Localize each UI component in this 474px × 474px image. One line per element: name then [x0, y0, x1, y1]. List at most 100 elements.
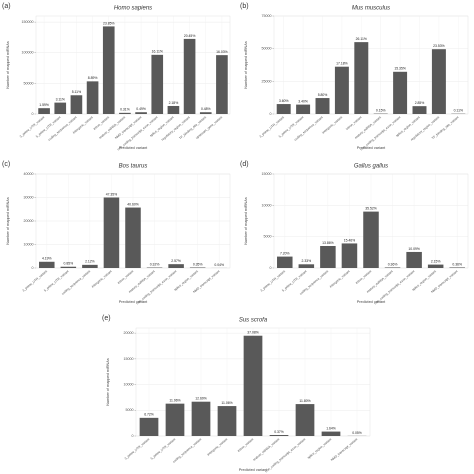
bar: [384, 267, 401, 268]
bar-annotation: 15.35%: [394, 67, 406, 71]
y-tick-label: 0: [32, 112, 34, 116]
bar-annotation: 0.49%: [136, 107, 146, 111]
bar-annotation: 0.85%: [64, 262, 74, 266]
panel-label: (a): [2, 3, 11, 10]
bar-annotation: 2.57%: [171, 259, 181, 263]
bar-annotation: 11.80%: [299, 399, 310, 403]
y-tick-label: 150000: [22, 20, 34, 24]
bar: [102, 26, 115, 115]
y-axis-label: Number of mapped miRNAs: [6, 41, 10, 89]
panel-title: Homo sapiens: [114, 6, 152, 12]
bar-annotation: 10.09%: [408, 247, 420, 251]
y-axis-label: Number of mapped miRNAs: [106, 358, 110, 406]
bar-annotation: 3.11%: [56, 97, 65, 101]
bar-annotation: 23.53%: [433, 44, 445, 48]
x-tick-label: intron_variant: [237, 437, 254, 453]
x-axis-label: Predicted variant: [239, 468, 268, 472]
bar-annotation: 13.86%: [322, 241, 334, 245]
bar-annotation: 11.96%: [169, 399, 180, 403]
y-tick-label: 5000: [264, 235, 272, 239]
y-tick-label: 10000: [124, 383, 134, 387]
bar: [298, 264, 315, 268]
bar-annotation: 0.35%: [193, 262, 203, 266]
bar: [165, 403, 185, 436]
bar-annotation: 3.40%: [298, 99, 308, 103]
panel-label: (e): [102, 315, 111, 322]
x-tick-label: intron_variant: [355, 269, 372, 285]
x-tick-label: intergenic_variant: [321, 115, 343, 134]
bar-annotation: 47.35%: [106, 192, 118, 196]
x-tick-label: intergenic_variant: [91, 269, 113, 288]
y-axis-label: Number of mapped miRNAs: [6, 197, 10, 245]
bar: [449, 267, 465, 268]
bar-annotation: 37.08%: [247, 331, 259, 335]
panel-title: Mus musculus: [352, 6, 390, 12]
y-axis-label: Number of mapped miRNAs: [244, 197, 248, 245]
panel-title: Bos taurus: [119, 164, 148, 170]
panel-title: Gallus gallus: [354, 164, 388, 170]
y-tick-label: 20000: [124, 331, 134, 335]
bar: [217, 406, 237, 436]
bar-annotation: 0.48%: [201, 107, 211, 111]
bar: [183, 38, 196, 114]
bar-annotation: 3.60%: [279, 99, 289, 103]
x-tick-label: NMD_transcript_variant: [330, 437, 358, 462]
panel: (d) Gallus gallus0500010000150007.20%3_pr…: [240, 161, 469, 305]
bar: [119, 112, 131, 114]
x-tick-label: splice_region_variant: [307, 437, 333, 460]
bar-annotation: 23.85%: [103, 21, 115, 25]
panel-label: (c): [2, 161, 10, 168]
bar: [269, 434, 289, 436]
bar: [54, 102, 67, 114]
bar-annotation: 0.31%: [120, 108, 130, 112]
x-tick-label: intron_variant: [345, 115, 362, 131]
panel-label: (b): [240, 3, 249, 10]
bar: [139, 417, 159, 436]
bar: [189, 267, 206, 268]
bar-annotation: 2.15%: [431, 259, 441, 263]
y-tick-label: 0: [270, 266, 272, 270]
bar: [296, 104, 311, 114]
bar: [295, 404, 315, 436]
bar-annotation: 6.72%: [144, 413, 154, 417]
bar-annotation: 15.46%: [344, 238, 356, 242]
y-tick-label: 20000: [24, 219, 34, 223]
y-tick-label: 5000: [126, 408, 134, 412]
x-tick-label: intron_variant: [117, 269, 134, 285]
bar: [277, 256, 293, 268]
bar-annotation: 0.36%: [452, 262, 462, 266]
y-tick-label: 50000: [262, 47, 272, 51]
bar: [70, 95, 83, 114]
bar-annotation: 26.11%: [356, 37, 367, 41]
bar-annotation: 0.04%: [214, 263, 224, 267]
x-axis-label: Predicted variant: [357, 146, 386, 150]
bar-annotation: 0.37%: [274, 430, 284, 434]
bar: [393, 71, 408, 114]
bar: [243, 335, 263, 436]
bar: [39, 261, 55, 268]
bar: [321, 431, 341, 436]
x-tick-label: intergenic_variant: [329, 269, 351, 288]
bar: [406, 251, 422, 268]
x-tick-label: mature_miRNA_variant: [252, 437, 280, 461]
bar-annotation: 35.52%: [365, 206, 377, 210]
x-tick-label: intergenic_variant: [206, 437, 228, 456]
bar-annotation: 5.11%: [72, 90, 81, 94]
bar: [151, 54, 164, 114]
bar: [320, 246, 336, 268]
bar: [38, 108, 50, 114]
bar-annotation: 2.85%: [415, 101, 425, 105]
bar: [167, 105, 180, 114]
bar: [354, 42, 369, 115]
x-axis-label: Predicted variant: [119, 146, 148, 150]
x-tick-label: regulatory_region_variant: [161, 115, 191, 141]
bar: [427, 264, 444, 268]
bar: [82, 264, 98, 268]
y-tick-label: 75000: [262, 14, 272, 18]
y-tick-label: 100000: [22, 51, 34, 55]
bar-annotation: 40.60%: [127, 202, 139, 206]
bar: [216, 55, 228, 114]
bar: [135, 112, 147, 114]
bar-annotation: 0.15%: [376, 108, 386, 112]
